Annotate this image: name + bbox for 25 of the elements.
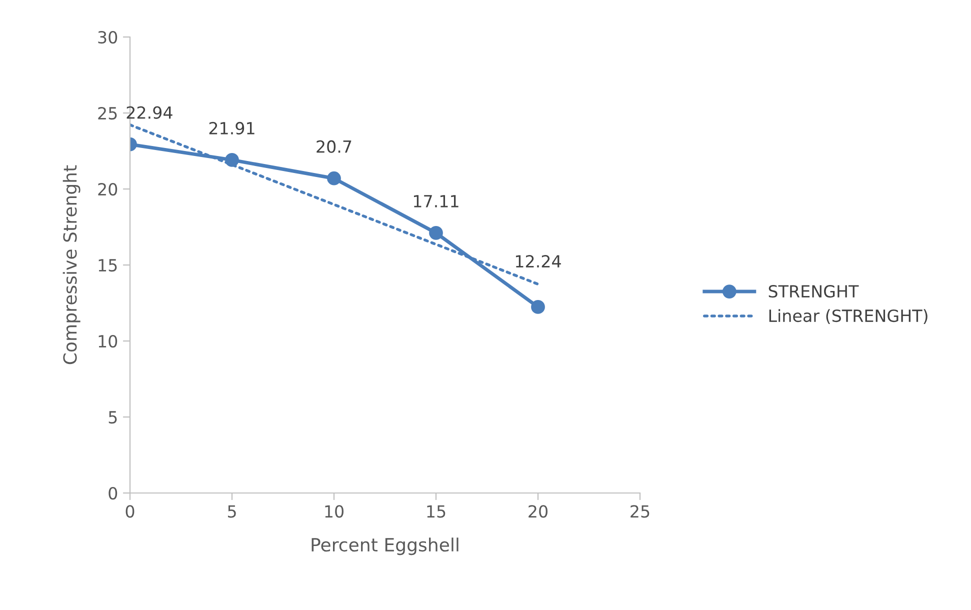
data-label: 12.24 xyxy=(516,255,561,268)
x-tick-label: 20 xyxy=(528,505,548,518)
y-axis-title: Compressive Strenght xyxy=(62,165,80,364)
data-label: 20.7 xyxy=(316,140,352,153)
y-tick-label: 30 xyxy=(98,30,118,44)
data-label: 17.11 xyxy=(414,195,458,208)
x-tick-label: 10 xyxy=(325,505,344,518)
point xyxy=(531,300,545,314)
point xyxy=(429,226,443,240)
legend-label: STRENGHT xyxy=(768,284,859,298)
point xyxy=(327,171,341,186)
x-tick-label: 25 xyxy=(630,505,650,518)
x-tick-label: 5 xyxy=(228,505,236,518)
data-label: 21.91 xyxy=(209,122,254,135)
x-tick-label: 0 xyxy=(126,505,134,518)
data-label: 22.94 xyxy=(126,106,172,119)
y-tick-label: 10 xyxy=(98,334,118,348)
x-tick-label: 15 xyxy=(427,505,446,518)
y-tick-label: 15 xyxy=(98,259,117,272)
y-tick-label: 20 xyxy=(98,182,118,196)
y-tick-label: 25 xyxy=(98,106,117,120)
x-axis-title: Percent Eggshell xyxy=(312,538,458,556)
y-tick-label: 0 xyxy=(108,486,118,500)
legend-label: Linear (STRENGHT) xyxy=(769,309,928,324)
y-tick-label: 5 xyxy=(108,411,117,424)
